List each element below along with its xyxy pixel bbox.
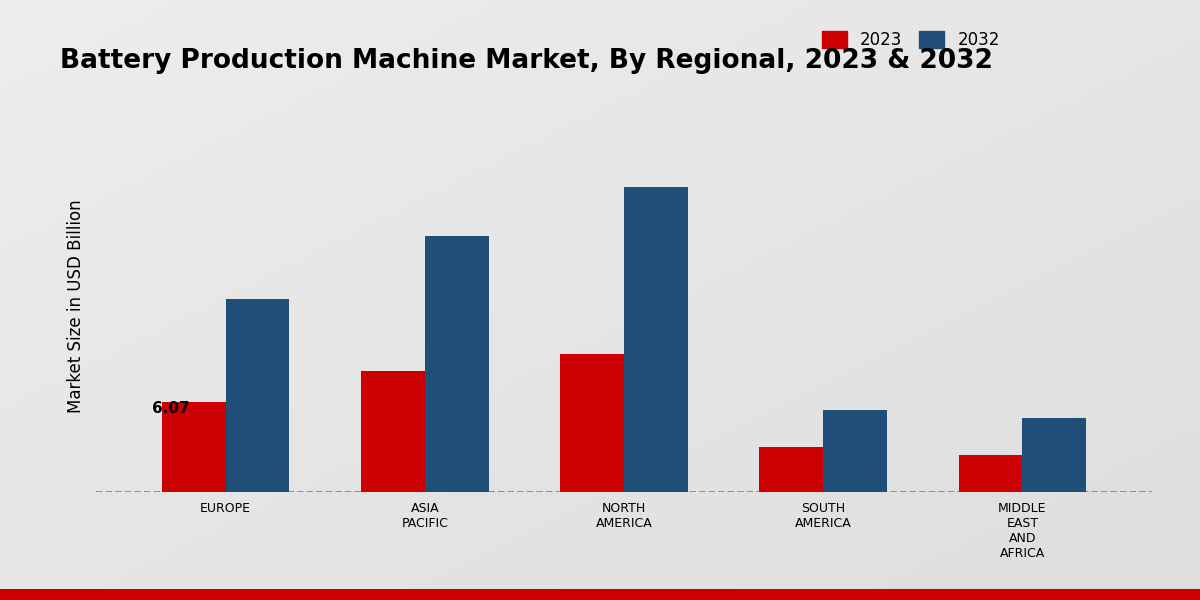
Bar xyxy=(760,448,823,492)
Bar xyxy=(624,187,688,492)
Bar xyxy=(959,455,1022,492)
Bar xyxy=(560,353,624,492)
Text: Battery Production Machine Market, By Regional, 2023 & 2032: Battery Production Machine Market, By Re… xyxy=(60,48,992,74)
Text: 6.07: 6.07 xyxy=(152,401,190,416)
Bar xyxy=(823,410,887,492)
Bar xyxy=(162,401,226,492)
Bar xyxy=(226,299,289,492)
Bar xyxy=(425,236,488,492)
Bar xyxy=(361,371,425,492)
Bar xyxy=(1022,418,1086,492)
Y-axis label: Market Size in USD Billion: Market Size in USD Billion xyxy=(67,199,85,413)
Legend: 2023, 2032: 2023, 2032 xyxy=(815,24,1007,56)
